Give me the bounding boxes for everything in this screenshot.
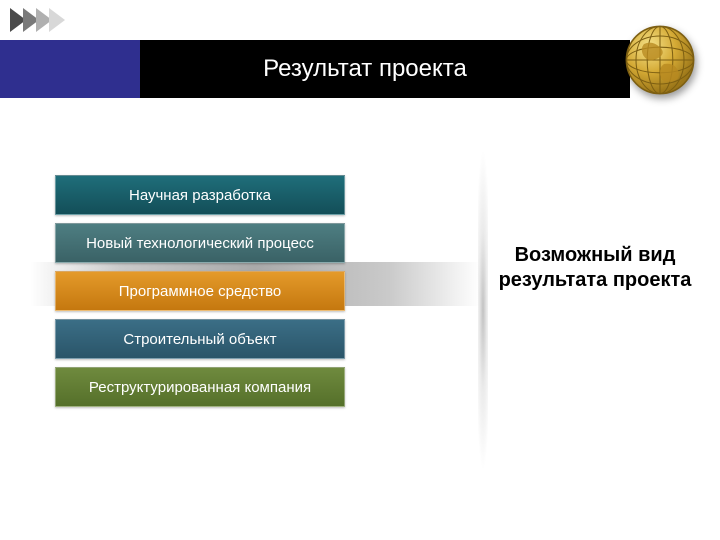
list-item-label: Реструктурированная компания [89, 379, 311, 396]
list-item: Реструктурированная компания [55, 367, 345, 407]
result-heading: Возможный вид результата проекта [490, 243, 700, 293]
list-item: Строительный объект [55, 319, 345, 359]
result-types-list: Научная разработка Новый технологический… [55, 175, 345, 407]
list-item: Программное средство [55, 271, 345, 311]
chevron-arrow-decoration [10, 8, 62, 32]
slide-title: Результат проекта [140, 55, 630, 83]
list-item-label: Строительный объект [123, 331, 276, 348]
title-accent-block [0, 40, 140, 98]
list-item: Научная разработка [55, 175, 345, 215]
globe-icon [620, 20, 700, 100]
list-item: Новый технологический процесс [55, 223, 345, 263]
arrow-icon [49, 8, 65, 32]
list-item-label: Научная разработка [129, 187, 271, 204]
list-item-label: Программное средство [119, 283, 282, 300]
vertical-divider [478, 120, 488, 500]
slide-title-bar: Результат проекта [0, 40, 630, 98]
list-item-label: Новый технологический процесс [86, 235, 314, 252]
